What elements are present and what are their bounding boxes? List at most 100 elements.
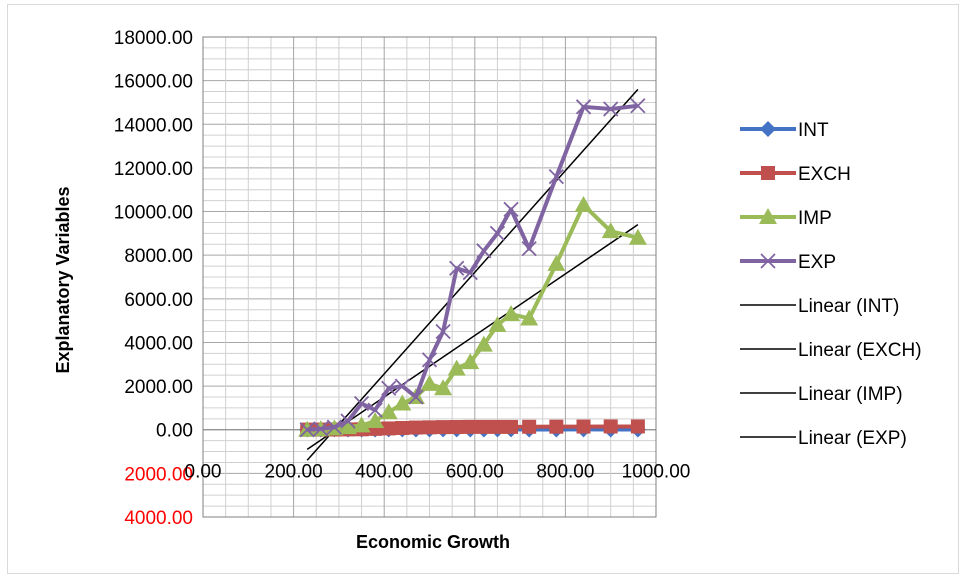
plot-border [202,36,657,518]
y-tick-label: 14000.00 [114,115,193,136]
data-point-exp [340,413,356,429]
y-tick-label: 10000.00 [114,203,193,224]
data-point-exp [521,240,537,257]
data-point-exch [463,419,478,434]
x-tick-label: 1000.00 [622,462,691,483]
x-marker-stroke [381,380,397,396]
data-point-imp [547,254,566,271]
x-marker-stroke [489,225,506,242]
x-marker-stroke [449,260,465,276]
y-tick-label: 6000.00 [124,290,193,311]
data-point-exch [408,420,423,435]
chart-frame [7,4,959,574]
x-tick-label: 400.00 [355,462,413,483]
data-point-exch [603,419,618,434]
x-marker-stroke [408,389,424,405]
data-point-imp [447,359,466,376]
data-point-exch [522,419,537,434]
x-marker-stroke [340,413,356,429]
data-point-exp [630,98,646,114]
legend-marker-exp [760,253,776,269]
legend-label-imp: IMP [798,208,832,229]
x-marker-stroke [575,99,592,115]
legend-label-exp: EXP [798,252,836,273]
data-point-exp [421,352,438,368]
data-point-imp [338,418,357,435]
data-point-exch [381,421,396,436]
data-point-imp [474,335,493,352]
x-marker-stroke [462,264,478,281]
y-tick-label: 12000.00 [114,159,193,180]
x-tick-label: 200.00 [265,462,323,483]
x-marker-stroke [476,243,492,259]
data-point-exp [394,378,410,394]
x-marker-stroke [548,168,564,185]
y-tick-label: 4000.00 [124,508,193,529]
data-point-exp [575,99,592,115]
x-marker-stroke [435,323,451,340]
y-tick-label: 2000.00 [124,464,193,485]
data-point-exp [489,225,506,242]
data-point-imp [393,394,412,411]
data-point-exch [422,420,437,435]
data-point-imp [628,228,647,245]
data-point-exp [353,395,370,412]
x-marker-stroke [760,253,776,269]
x-axis-ticks: 0.00 200.00 400.00 600.00 800.00 1000.00 [185,462,691,483]
data-point-exp [367,402,383,418]
data-point-exp [449,260,465,276]
data-point-exp [313,421,329,437]
trendline-linear-imp- [306,224,639,450]
legend-marker-imp [759,208,777,224]
data-point-imp [352,416,371,433]
x-marker-stroke [326,419,343,435]
x-marker-stroke [503,201,519,218]
y-axis-ticks: 18000.00 16000.00 14000.00 12000.00 10000.00… [114,28,193,529]
data-point-exp [299,422,315,438]
data-point-exch [449,420,464,434]
data-point-imp [461,353,480,370]
y-tick-label: 2000.00 [124,377,193,398]
y-tick-label: 16000.00 [114,72,193,93]
data-point-exch [630,419,645,434]
data-point-exch [476,419,491,434]
x-marker-stroke [313,421,329,437]
x-marker-stroke [603,101,619,117]
data-point-exch [436,420,451,435]
data-point-imp [574,196,593,212]
data-point-exp [326,419,343,435]
x-marker-stroke [367,402,383,418]
data-point-exp [462,264,478,281]
y-tick-label: 8000.00 [124,246,193,267]
data-point-exp [503,201,519,218]
data-point-exp [381,380,397,396]
data-point-imp [488,316,507,332]
legend-marker-int [760,121,776,137]
legend-marker-exch [761,166,775,180]
legend-label-linear-imp: Linear (IMP) [798,384,903,405]
data-point-exp [408,389,424,405]
data-point-imp [379,403,398,420]
data-point-exp [435,323,451,340]
legend-label-exch: EXCH [798,164,851,185]
data-point-exp [548,168,564,185]
x-marker-stroke [521,240,537,257]
data-point-imp [434,379,453,396]
x-tick-label: 600.00 [446,462,504,483]
legend-label-linear-exch: Linear (EXCH) [798,340,922,361]
x-marker-stroke [421,352,438,368]
x-tick-label: 0.00 [185,462,222,483]
data-point-exch [504,419,519,434]
series-layer [298,98,647,438]
data-point-exch [395,420,410,435]
y-tick-label: 0.00 [156,421,193,442]
data-point-imp [601,222,620,239]
legend-label-linear-int: Linear (INT) [798,296,899,317]
data-point-exch [490,419,505,434]
legend-label-linear-exp: Linear (EXP) [798,428,907,449]
x-marker-stroke [630,98,646,114]
data-point-exch [549,419,564,434]
y-tick-label: 18000.00 [114,28,193,49]
legend: INT EXCH IMP EXP Linear (INT) Linear (EXCH) Li… [740,120,922,449]
